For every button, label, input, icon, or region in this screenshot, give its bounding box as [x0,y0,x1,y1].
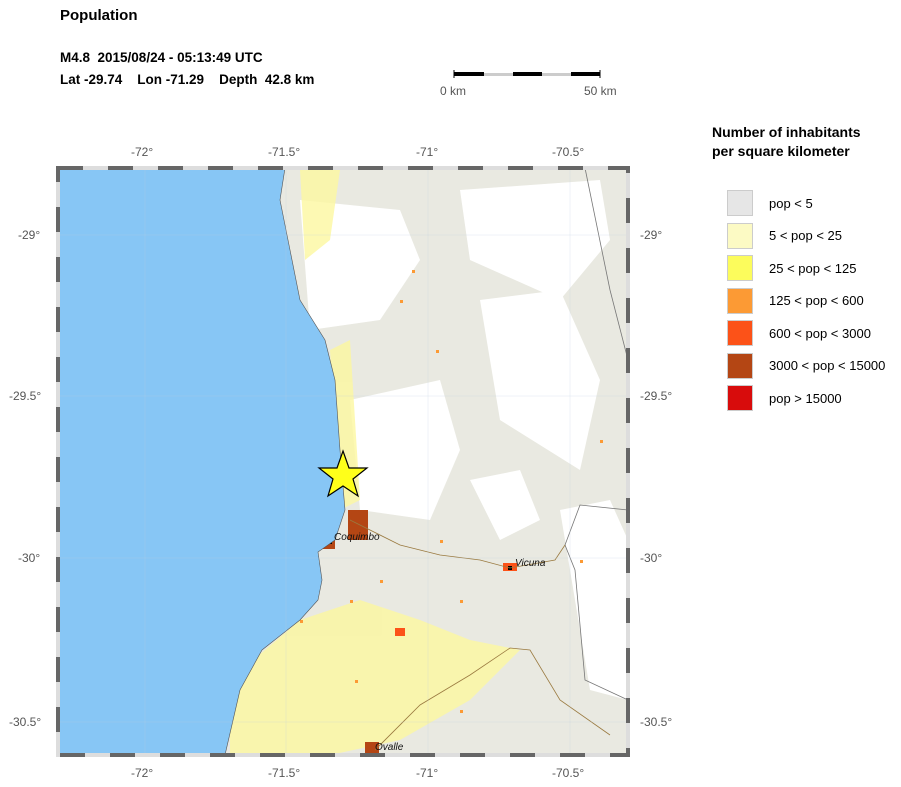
lon-tick-bottom: -71° [416,766,439,780]
lat-tick-left: -30° [18,551,41,565]
city-label-ovalle: Ovalle [375,742,404,753]
legend-swatch [727,222,753,249]
ocean [57,167,346,756]
legend-title-line: per square kilometer [712,143,850,159]
legend-swatch [727,287,753,314]
legend-swatch [727,255,753,281]
lon-label: Lon -71.29 [137,72,205,87]
legend-swatch [727,352,753,379]
lon-tick-top: -70.5° [552,145,585,159]
map-frame [56,166,630,757]
lat-tick-right: -29.5° [640,389,673,403]
legend-swatch [727,385,753,411]
lon-tick-top: -71.5° [268,145,301,159]
lat-tick-right: -29° [640,228,663,242]
lat-label: Lat -29.74 [60,72,123,87]
lon-tick-top: -72° [131,145,154,159]
legend-label: 125 < pop < 600 [769,293,864,308]
legend-label: 3000 < pop < 15000 [769,358,886,373]
legend-label: pop > 15000 [769,390,842,406]
depth-label: Depth 42.8 km [219,72,315,87]
city-label-coquimbo: Coquimbo [334,532,380,543]
lat-tick-left: -30.5° [9,715,42,729]
lon-tick-bottom: -70.5° [552,766,585,780]
legend-label: 25 < pop < 125 [769,260,857,276]
scale-end-label: 50 km [584,84,617,98]
legend-item: pop > 15000 [727,385,842,411]
scale-start-label: 0 km [440,84,467,98]
lat-tick-left: -29° [18,228,41,242]
lat-tick-left: -29.5° [9,389,42,403]
road-line [349,519,611,751]
lon-tick-bottom: -71.5° [268,766,301,780]
lat-tick-right: -30° [640,551,663,565]
legend-title: Number of inhabitants per square kilomete… [712,123,901,161]
legend-label: pop < 5 [769,195,813,211]
legend-item: 25 < pop < 125 [727,255,856,281]
lat-tick-right: -30.5° [640,715,673,729]
epicenter-star-icon[interactable] [317,449,369,498]
event-summary: M4.8 2015/08/24 - 05:13:49 UTC [60,50,263,65]
graticule [58,168,628,755]
legend-swatch [727,320,753,346]
legend-label: 5 < pop < 25 [769,228,843,243]
legend-label: 600 < pop < 3000 [769,325,871,341]
legend-swatch [727,190,753,216]
legend-item: 3000 < pop < 15000 [727,352,886,379]
legend-title-line: Number of inhabitants [712,124,861,140]
lon-tick-bottom: -72° [131,766,154,780]
legend-item: 125 < pop < 600 [727,287,864,314]
legend-item: pop < 5 [727,190,813,216]
map-title: Population [60,7,138,24]
legend-item: 5 < pop < 25 [727,222,843,249]
scale-bar [453,70,601,78]
event-location: Lat -29.74 Lon -71.29 Depth 42.8 km [60,72,314,87]
lon-tick-top: -71° [416,145,439,159]
city-label-vicuna: Vicuna [515,558,546,569]
legend-item: 600 < pop < 3000 [727,320,871,346]
